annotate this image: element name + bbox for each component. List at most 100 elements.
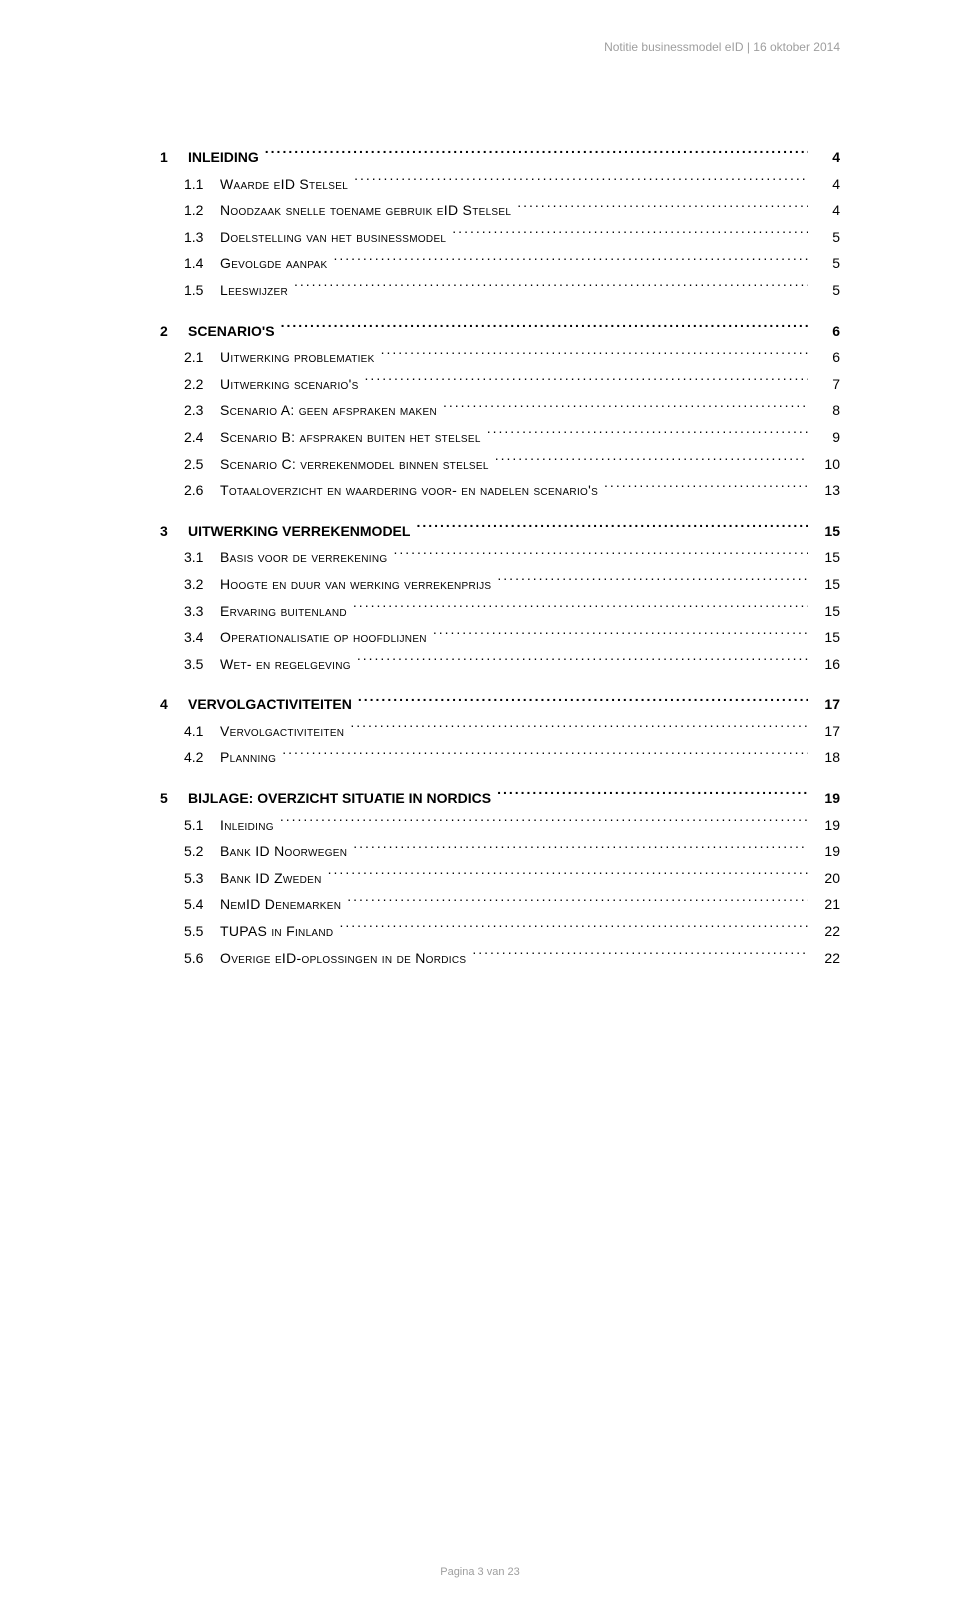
toc-entry-title: Scenario B: afspraken buiten het stelsel: [220, 424, 483, 451]
toc-entry-title: Scenario C: verrekenmodel binnen stelsel: [220, 451, 491, 478]
toc-section-row: 1.3Doelstelling van het businessmodel5: [160, 224, 840, 251]
toc-leader-dots: [487, 428, 808, 442]
toc-entry-title: Hoogte en duur van werking verrekenprijs: [220, 571, 493, 598]
toc-section-row: 5.2Bank ID Noorwegen19: [160, 838, 840, 865]
toc-entry-number: 1.2: [184, 197, 220, 224]
toc-entry-title: Gevolgde aanpak: [220, 250, 329, 277]
toc-section-row: 2.3Scenario A: geen afspraken maken 8: [160, 397, 840, 424]
toc-leader-dots: [433, 628, 808, 642]
toc-entry-number: 1.5: [184, 277, 220, 304]
toc-leader-dots: [381, 348, 808, 362]
toc-entry-page: 9: [812, 424, 840, 451]
toc-section-row: 1.1Waarde eID Stelsel4: [160, 171, 840, 198]
toc-entry-number: 5.3: [184, 865, 220, 892]
toc-entry-page: 4: [812, 197, 840, 224]
toc-entry-title: Waarde eID Stelsel: [220, 171, 350, 198]
toc-entry-number: 3: [160, 518, 188, 545]
toc-leader-dots: [281, 322, 808, 336]
toc-entry-title: Leeswijzer: [220, 277, 290, 304]
toc-entry-title: Scenario A: geen afspraken maken: [220, 397, 439, 424]
toc-section-row: 3.2Hoogte en duur van werking verrekenpr…: [160, 571, 840, 598]
toc-entry-page: 17: [812, 718, 840, 745]
toc-entry-page: 6: [812, 318, 840, 345]
toc-entry-page: 18: [812, 744, 840, 771]
toc-entry-number: 5.6: [184, 945, 220, 972]
toc-section-row: 1.2Noodzaak snelle toename gebruik eID S…: [160, 197, 840, 224]
toc-leader-dots: [393, 548, 808, 562]
toc-entry-page: 4: [812, 144, 840, 171]
toc-entry-number: 4: [160, 691, 188, 718]
page-footer: Pagina 3 van 23: [0, 1566, 960, 1578]
toc-section-row: 5.6Overige eID-oplossingen in de Nordics…: [160, 945, 840, 972]
toc-entry-title: Noodzaak snelle toename gebruik eID Stel…: [220, 197, 513, 224]
toc-section-row: 4.2Planning18: [160, 744, 840, 771]
toc-entry-page: 19: [812, 812, 840, 839]
toc-chapter-row: 1INLEIDING 4: [160, 144, 840, 171]
toc-entry-title: INLEIDING: [188, 144, 261, 171]
toc-entry-title: TUPAS in Finland: [220, 918, 335, 945]
toc-leader-dots: [604, 481, 808, 495]
toc-section-row: 3.5Wet- en regelgeving16: [160, 651, 840, 678]
toc-entry-title: Bank ID Noorwegen: [220, 838, 349, 865]
toc-entry-page: 15: [812, 624, 840, 651]
toc-entry-number: 2.3: [184, 397, 220, 424]
toc-section-row: 5.5TUPAS in Finland 22: [160, 918, 840, 945]
toc-leader-dots: [365, 375, 808, 389]
toc-leader-dots: [265, 148, 808, 162]
toc-leader-dots: [357, 655, 808, 669]
toc-chapter-row: 3UITWERKING VERREKENMODEL 15: [160, 518, 840, 545]
toc-entry-title: Planning: [220, 744, 278, 771]
toc-entry-title: Doelstelling van het businessmodel: [220, 224, 448, 251]
toc-leader-dots: [339, 922, 808, 936]
toc-entry-number: 5.1: [184, 812, 220, 839]
toc-entry-page: 21: [812, 891, 840, 918]
toc-leader-dots: [452, 228, 808, 242]
toc-section-row: 1.4Gevolgde aanpak5: [160, 250, 840, 277]
toc-section-row: 4.1Vervolgactiviteiten17: [160, 718, 840, 745]
toc-section-row: 5.1Inleiding 19: [160, 812, 840, 839]
toc-entry-number: 5: [160, 785, 188, 812]
toc-section-row: 2.2Uitwerking scenario's 7: [160, 371, 840, 398]
toc-entry-title: Basis voor de verrekening: [220, 544, 389, 571]
toc-entry-page: 5: [812, 250, 840, 277]
toc-entry-number: 1.3: [184, 224, 220, 251]
toc-entry-page: 15: [812, 518, 840, 545]
toc-section-row: 2.4Scenario B: afspraken buiten het stel…: [160, 424, 840, 451]
toc-section-row: 2.6Totaaloverzicht en waardering voor- e…: [160, 477, 840, 504]
toc-entry-page: 16: [812, 651, 840, 678]
toc-leader-dots: [353, 842, 808, 856]
toc-leader-dots: [347, 895, 808, 909]
toc-entry-number: 1.1: [184, 171, 220, 198]
toc-entry-number: 3.5: [184, 651, 220, 678]
toc-entry-title: Uitwerking scenario's: [220, 371, 361, 398]
toc-entry-number: 2: [160, 318, 188, 345]
toc-entry-title: UITWERKING VERREKENMODEL: [188, 518, 412, 545]
toc-entry-page: 10: [812, 451, 840, 478]
toc-entry-page: 8: [812, 397, 840, 424]
toc-leader-dots: [497, 575, 808, 589]
toc-entry-number: 3.1: [184, 544, 220, 571]
toc-entry-page: 20: [812, 865, 840, 892]
toc-entry-number: 5.5: [184, 918, 220, 945]
toc-leader-dots: [353, 602, 808, 616]
toc-leader-dots: [443, 401, 808, 415]
toc-entry-number: 2.6: [184, 477, 220, 504]
toc-entry-number: 1: [160, 144, 188, 171]
toc-section-row: 5.4NemID Denemarken21: [160, 891, 840, 918]
toc-entry-title: Inleiding: [220, 812, 276, 839]
toc-entry-page: 15: [812, 571, 840, 598]
toc-entry-number: 2.2: [184, 371, 220, 398]
toc-entry-page: 7: [812, 371, 840, 398]
toc-section-row: 5.3Bank ID Zweden20: [160, 865, 840, 892]
toc-leader-dots: [294, 281, 808, 295]
toc-entry-number: 5.4: [184, 891, 220, 918]
toc-entry-number: 3.2: [184, 571, 220, 598]
toc-section-row: 2.5Scenario C: verrekenmodel binnen stel…: [160, 451, 840, 478]
toc-entry-page: 15: [812, 598, 840, 625]
toc-entry-page: 19: [812, 785, 840, 812]
toc-entry-page: 5: [812, 277, 840, 304]
toc-entry-page: 17: [812, 691, 840, 718]
toc-leader-dots: [517, 201, 808, 215]
toc-entry-title: Operationalisatie op hoofdlijnen: [220, 624, 429, 651]
toc-entry-page: 22: [812, 918, 840, 945]
